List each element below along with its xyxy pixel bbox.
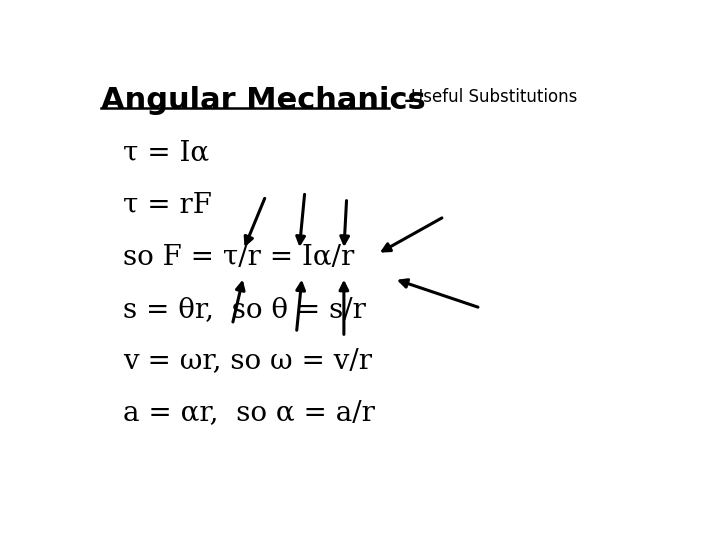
Text: s = θr,  so θ = s/r: s = θr, so θ = s/r bbox=[124, 295, 366, 322]
Text: τ = Iα: τ = Iα bbox=[124, 140, 210, 167]
Text: Angular Mechanics: Angular Mechanics bbox=[101, 85, 426, 114]
Text: v = ωr, so ω = v/r: v = ωr, so ω = v/r bbox=[124, 348, 372, 375]
Text: so F = τ/r = Iα/r: so F = τ/r = Iα/r bbox=[124, 244, 355, 271]
Text: τ = rF: τ = rF bbox=[124, 192, 212, 219]
Text: a = αr,  so α = a/r: a = αr, so α = a/r bbox=[124, 400, 375, 427]
Text: -: - bbox=[394, 85, 425, 114]
Text: Useful Substitutions: Useful Substitutions bbox=[411, 87, 577, 106]
